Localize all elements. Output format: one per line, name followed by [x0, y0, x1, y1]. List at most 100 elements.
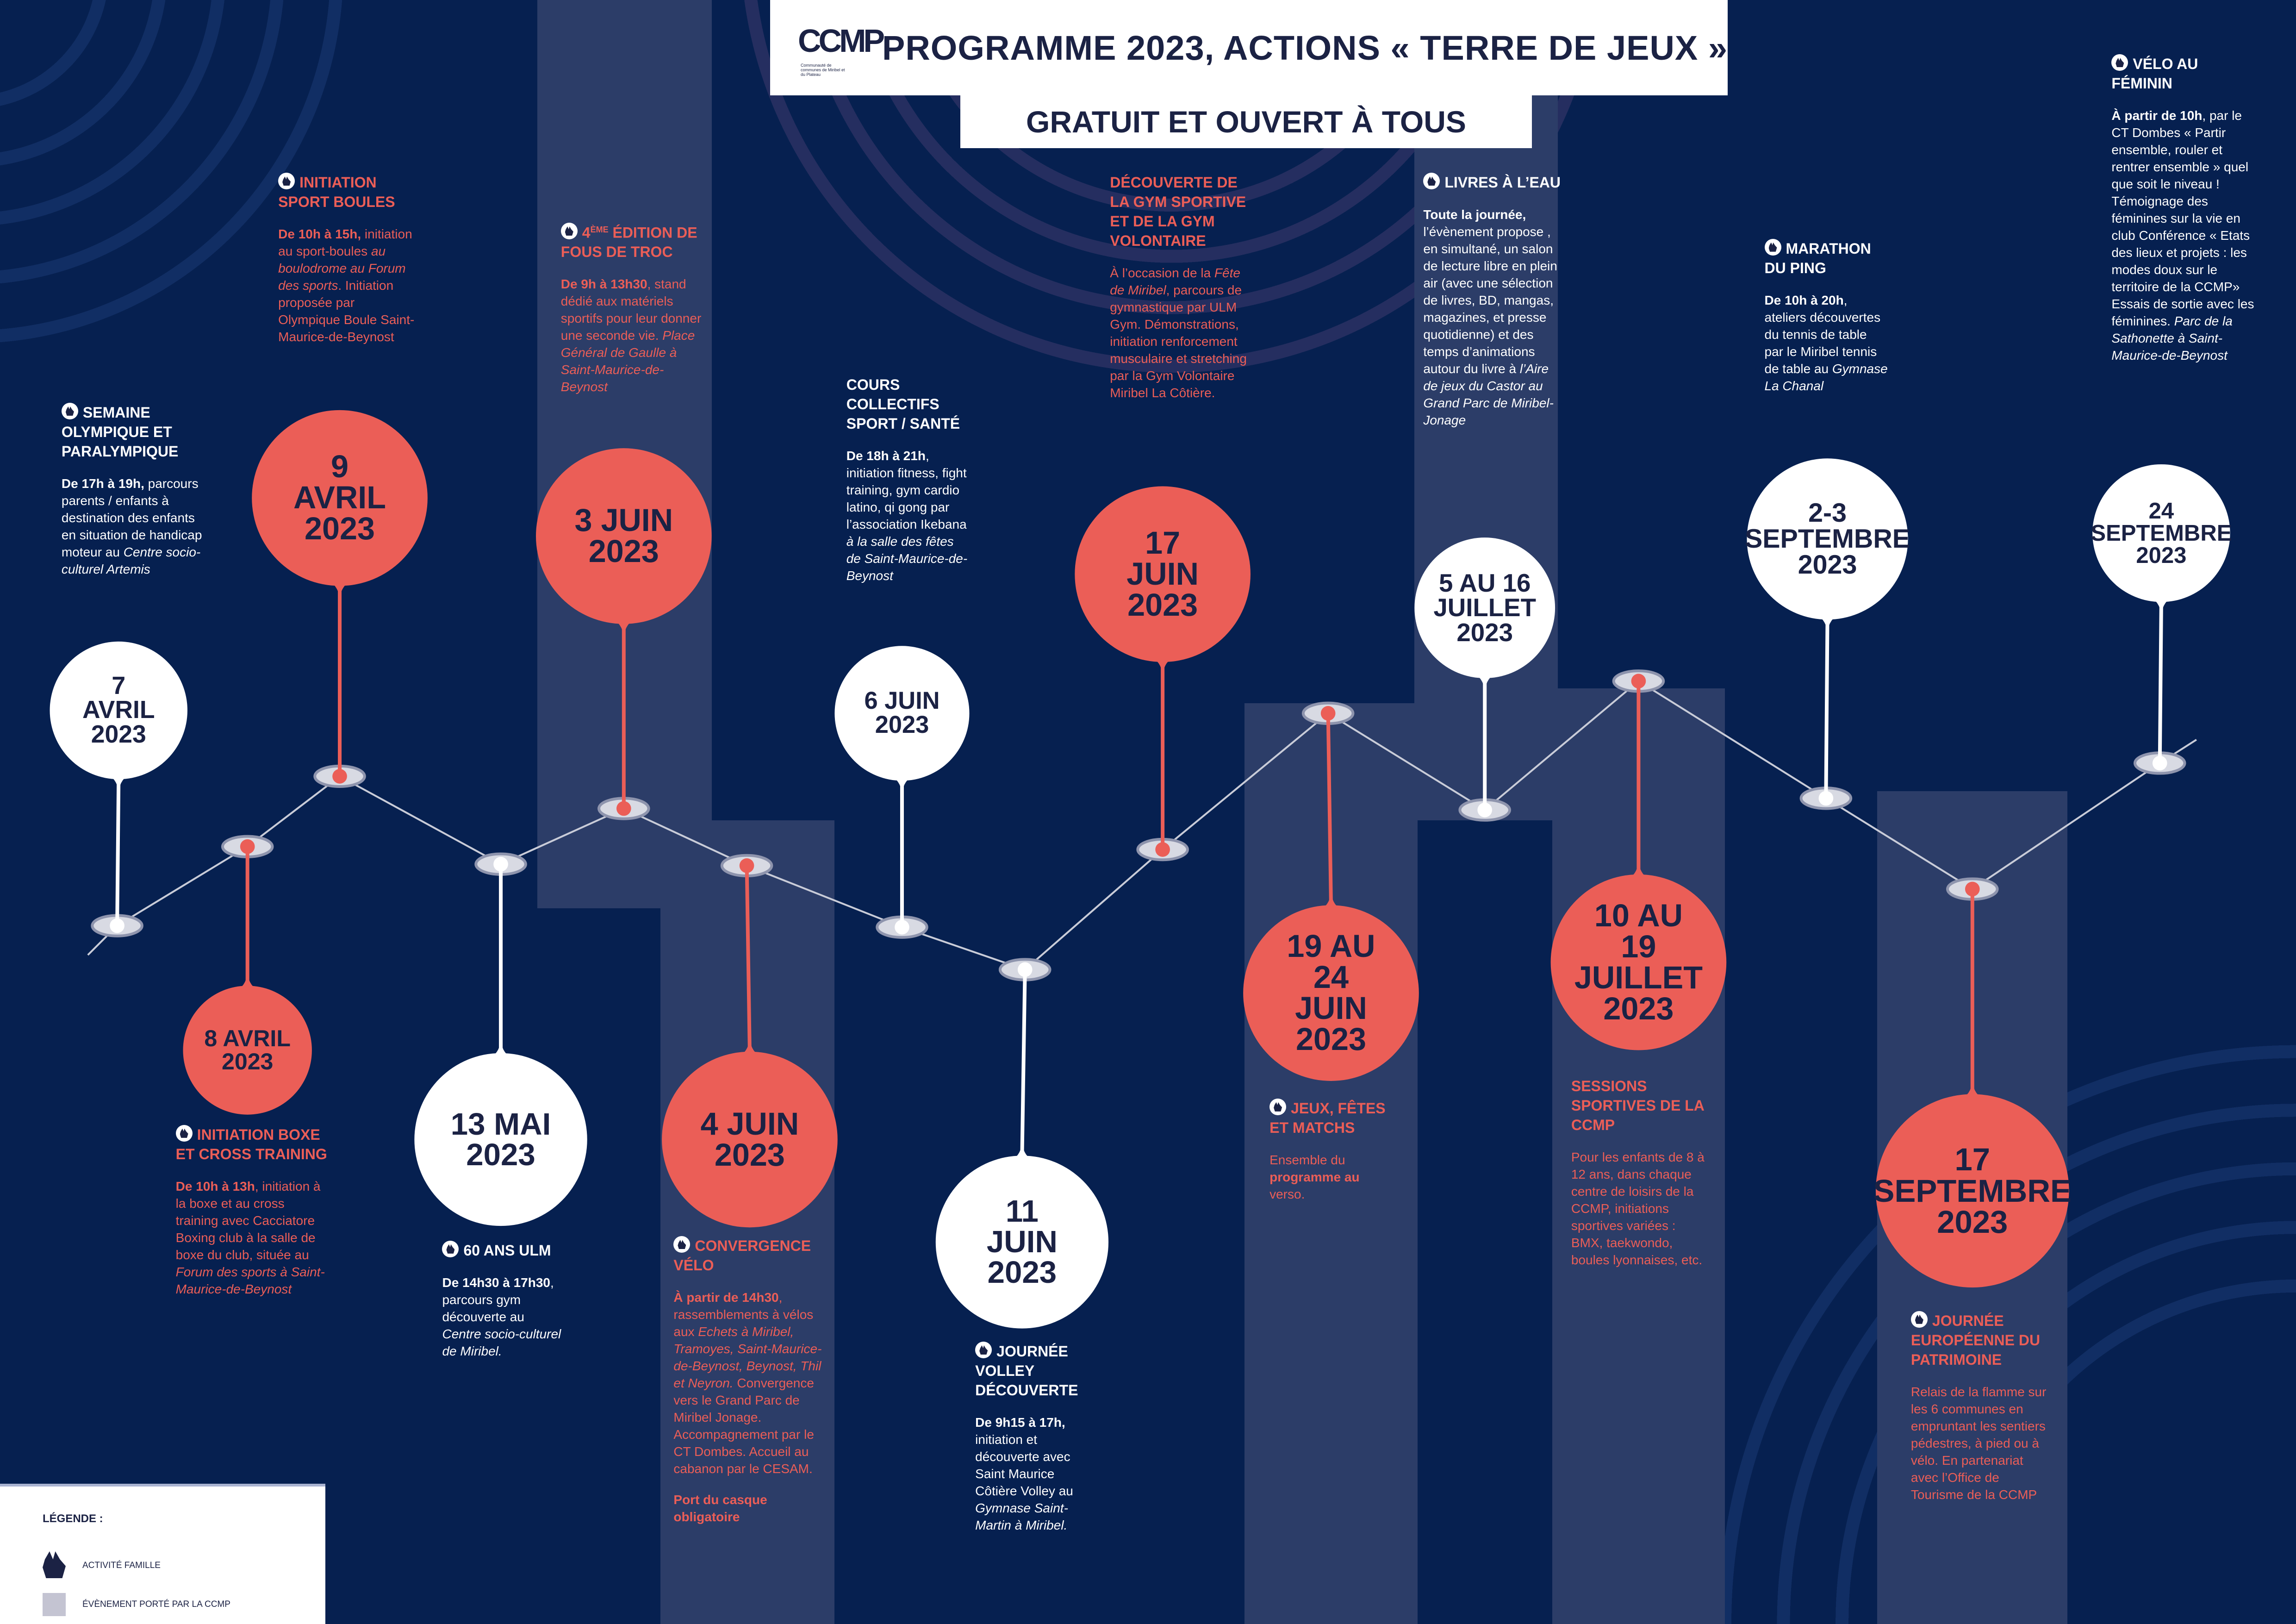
family-icon: [61, 403, 78, 420]
date-line: 24: [1313, 960, 1349, 995]
node-dot: [240, 839, 255, 854]
activity-description: De 10h à 13h, initiation à la boxe et au…: [176, 1178, 330, 1298]
description-text: Relais de la flamme sur les 6 communes e…: [1910, 1384, 2047, 1502]
date-line: JUIN: [1295, 991, 1367, 1026]
activity-title: DÉCOUVERTE DE LA GYM SPORTIVE ET DE LA G…: [1110, 173, 1253, 250]
schedule-text: Toute la journée,: [1423, 207, 1526, 222]
activity-description: Ensemble du programme au verso.: [1269, 1151, 1394, 1203]
description-text: , stand dédié aux matériels sportifs pou…: [560, 277, 702, 343]
activity-description: À partir de 14h30, rassemblements à vélo…: [673, 1289, 834, 1477]
activity-title: SESSIONS SPORTIVES DE LA CCMP: [1571, 1076, 1711, 1135]
node-dot: [1818, 791, 1834, 806]
date-line: AVRIL: [82, 696, 155, 724]
logo-text: CCMP: [798, 23, 885, 59]
date-line: 17: [1954, 1142, 1991, 1178]
activity-block: INITIATION SPORT BOULES De 10h à 15h, ini…: [278, 173, 417, 345]
activity-block: JOURNÉE EUROPÉENNE DU PATRIMOINE Relais d…: [1910, 1311, 2050, 1503]
date-line: 2023: [2136, 543, 2187, 568]
timeline-line: [87, 680, 2197, 971]
date-line: 5 AU 16: [1438, 568, 1531, 597]
title-text: 60 ANS ULM: [463, 1242, 551, 1259]
title-text: JEUX, FÊTES ET MATCHS: [1269, 1099, 1386, 1136]
node-dot: [1477, 802, 1493, 818]
family-icon: [43, 1551, 66, 1578]
description-text: parcours parents / enfants à destination…: [61, 476, 202, 560]
date-label: 19 AU 24 JUIN 2023: [1243, 905, 1419, 1081]
location-text: l’Aire de jeux du Castor au Grand Parc d…: [1423, 362, 1554, 428]
activity-title: INITIATION BOXE ET CROSS TRAINING: [175, 1124, 330, 1164]
date-label: 13 MAI 2023: [414, 1053, 587, 1226]
activity-block: JOURNÉE VOLLEY DÉCOUVERTE De 9h15 à 17h, …: [975, 1342, 1100, 1534]
balloon-neck: [2151, 597, 2172, 618]
location-text: Echets à Miribel, Tramoyes, Saint-Mauric…: [673, 1324, 822, 1391]
activity-description: À l’occasion de la Fête de Miribel, parc…: [1110, 264, 1253, 401]
family-icon: [278, 173, 295, 190]
date-line: 2023: [1127, 587, 1198, 623]
date-balloon: [50, 641, 187, 937]
date-line: JUILLET: [1433, 593, 1537, 622]
schedule-text: De 17h à 19h,: [61, 476, 144, 491]
activity-title: JEUX, FÊTES ET MATCHS: [1269, 1098, 1394, 1137]
date-balloon: [1243, 701, 1419, 1081]
activity-block: DÉCOUVERTE DE LA GYM SPORTIVE ET DE LA G…: [1110, 173, 1253, 401]
activity-description: De 9h à 13h30, stand dédié aux matériels…: [561, 275, 704, 395]
date-balloon: [414, 852, 587, 1226]
date-balloon: [535, 448, 712, 820]
legend: LÉGENDE : ACTIVITÉ FAMILLE ÉVÈNEMENT POR…: [0, 1484, 325, 1624]
location-text: Forum des sports à Saint-Maurice-de-Beyn…: [175, 1264, 325, 1296]
date-balloon: [1875, 877, 2069, 1288]
node-dot: [739, 858, 754, 873]
date-label: 4 JUIN 2023: [662, 1052, 838, 1228]
date-line: 2023: [987, 1255, 1057, 1290]
date-line: 7: [112, 672, 126, 700]
ccmp-event-swatch: [43, 1593, 66, 1616]
balloon-circle: [662, 1051, 838, 1228]
date-label: 11 JUIN 2023: [936, 1156, 1108, 1328]
date-line: 13 MAI: [450, 1106, 551, 1142]
date-line: 2023: [91, 720, 146, 748]
node-dot: [1155, 842, 1170, 857]
location-text: Place Général de Gaulle à Saint-Maurice-…: [560, 328, 695, 394]
date-line: 2023: [875, 711, 929, 738]
balloon-string: [745, 865, 752, 1052]
family-icon: [175, 1124, 193, 1142]
activity-block: LIVRES À L’EAU Toute la journée, l’évènem…: [1423, 173, 1562, 429]
balloon-circle: [252, 410, 428, 586]
location-text: Gymnase Saint-Martin à Miribel.: [975, 1501, 1068, 1533]
schedule-text: De 10h à 13h: [175, 1179, 255, 1193]
date-line: JUILLET: [1574, 960, 1703, 995]
date-line: 19 AU: [1287, 929, 1375, 964]
activity-title: 60 ANS ULM: [442, 1240, 566, 1260]
activity-block: CONVERGENCE VÉLO À partir de 14h30, rasse…: [673, 1236, 834, 1525]
balloon-circle: [50, 641, 187, 780]
balloon-circle: [1243, 905, 1419, 1081]
description-text: À l’occasion de la: [1110, 266, 1214, 281]
node-dot: [1320, 706, 1336, 721]
description-text: , initiation fitness, fight training, gy…: [846, 448, 967, 531]
activity-title: SEMAINE OLYMPIQUE ET PARALYMPIQUE: [61, 403, 205, 461]
family-icon: [673, 1236, 691, 1253]
date-line: 2023: [221, 1048, 274, 1074]
activity-block: COURS COLLECTIFS SPORT / SANTÉ De 18h à 2…: [846, 375, 971, 584]
date-balloon: [1414, 537, 1556, 822]
legend-label-ccmp: ÉVÈNEMENT PORTÉ PAR LA CCMP: [82, 1599, 230, 1609]
balloon-circle: [1875, 1094, 2069, 1288]
description-text: , rassemblements à vélos aux: [673, 1290, 814, 1339]
description-text: verso.: [1269, 1187, 1305, 1201]
date-line: SEPTEMBRE: [1873, 1173, 2072, 1209]
balloon-neck: [1628, 858, 1649, 879]
node-dot: [895, 919, 909, 935]
balloon-circle: [834, 646, 970, 781]
balloon-neck: [1475, 673, 1495, 694]
date-balloon: [1075, 486, 1251, 862]
page-subtitle: GRATUIT ET OUVERT À TOUS: [1026, 105, 1466, 139]
family-icon: [1764, 238, 1781, 256]
balloon-circle: [183, 986, 312, 1115]
date-line: 19: [1621, 929, 1656, 964]
date-line: 3 JUIN: [574, 503, 673, 538]
activity-block: SESSIONS SPORTIVES DE LA CCMP Pour les en…: [1571, 1076, 1711, 1268]
date-label: 10 AU 19 JUILLET 2023: [1551, 874, 1727, 1050]
node-dot: [2152, 756, 2167, 771]
balloon-circle: [414, 1053, 587, 1226]
